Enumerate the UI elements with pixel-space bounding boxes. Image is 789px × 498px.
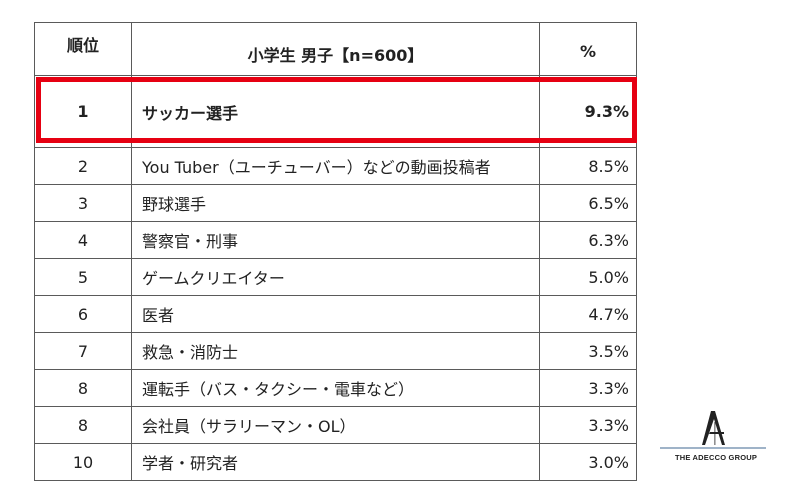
table-row: 6 医者 4.7% (34, 295, 637, 333)
logo-divider (660, 447, 766, 449)
rank-cell: 10 (34, 443, 132, 481)
table-row: 10 学者・研究者 3.0% (34, 443, 637, 481)
rank-cell: 2 (34, 147, 132, 185)
percent-cell: 4.7% (539, 295, 637, 333)
table-row: 1 サッカー選手 9.3% (34, 75, 637, 148)
percent-cell: 3.3% (539, 406, 637, 444)
table-row: 4 警察官・刑事 6.3% (34, 221, 637, 259)
logo-text: THE ADECCO GROUP (674, 453, 758, 462)
rank-cell: 6 (34, 295, 132, 333)
rank-cell: 8 (34, 406, 132, 444)
occupation-cell: 野球選手 (131, 184, 540, 222)
table-row: 7 救急・消防士 3.5% (34, 332, 637, 370)
rank-cell: 4 (34, 221, 132, 259)
rank-cell: 1 (34, 75, 132, 148)
occupation-cell: ゲームクリエイター (131, 258, 540, 296)
rank-cell: 5 (34, 258, 132, 296)
occupation-cell: 会社員（サラリーマン・OL） (131, 406, 540, 444)
percent-cell: 3.0% (539, 443, 637, 481)
occupation-cell: サッカー選手 (131, 75, 540, 148)
percent-cell: 9.3% (539, 75, 637, 148)
table-header-row: 順位 小学生 男子【n=600】 % (34, 22, 637, 76)
occupation-cell: 医者 (131, 295, 540, 333)
percent-cell: 5.0% (539, 258, 637, 296)
table-row: 8 会社員（サラリーマン・OL） 3.3% (34, 406, 637, 444)
table-row: 8 運転手（バス・タクシー・電車など） 3.3% (34, 369, 637, 407)
ranking-table: 順位 小学生 男子【n=600】 % 1 サッカー選手 9.3% 2 You Tuber… (34, 22, 637, 481)
table-row: 5 ゲームクリエイター 5.0% (34, 258, 637, 296)
percent-cell: 6.5% (539, 184, 637, 222)
header-category: 小学生 男子【n=600】 (131, 22, 540, 76)
percent-cell: 3.3% (539, 369, 637, 407)
rank-cell: 7 (34, 332, 132, 370)
occupation-cell: 学者・研究者 (131, 443, 540, 481)
occupation-cell: You Tuber（ユーチューバー）などの動画投稿者 (131, 147, 540, 185)
percent-cell: 3.5% (539, 332, 637, 370)
adecco-a-icon (702, 411, 725, 445)
occupation-cell: 救急・消防士 (131, 332, 540, 370)
table-row: 2 You Tuber（ユーチューバー）などの動画投稿者 8.5% (34, 147, 637, 185)
occupation-cell: 運転手（バス・タクシー・電車など） (131, 369, 540, 407)
rank-cell: 3 (34, 184, 132, 222)
header-rank: 順位 (34, 22, 132, 76)
occupation-cell: 警察官・刑事 (131, 221, 540, 259)
table-row: 3 野球選手 6.5% (34, 184, 637, 222)
table-body: 1 サッカー選手 9.3% 2 You Tuber（ユーチューバー）などの動画投稿者 8.… (34, 75, 637, 481)
percent-cell: 6.3% (539, 221, 637, 259)
header-percent: % (539, 22, 637, 76)
percent-cell: 8.5% (539, 147, 637, 185)
rank-cell: 8 (34, 369, 132, 407)
